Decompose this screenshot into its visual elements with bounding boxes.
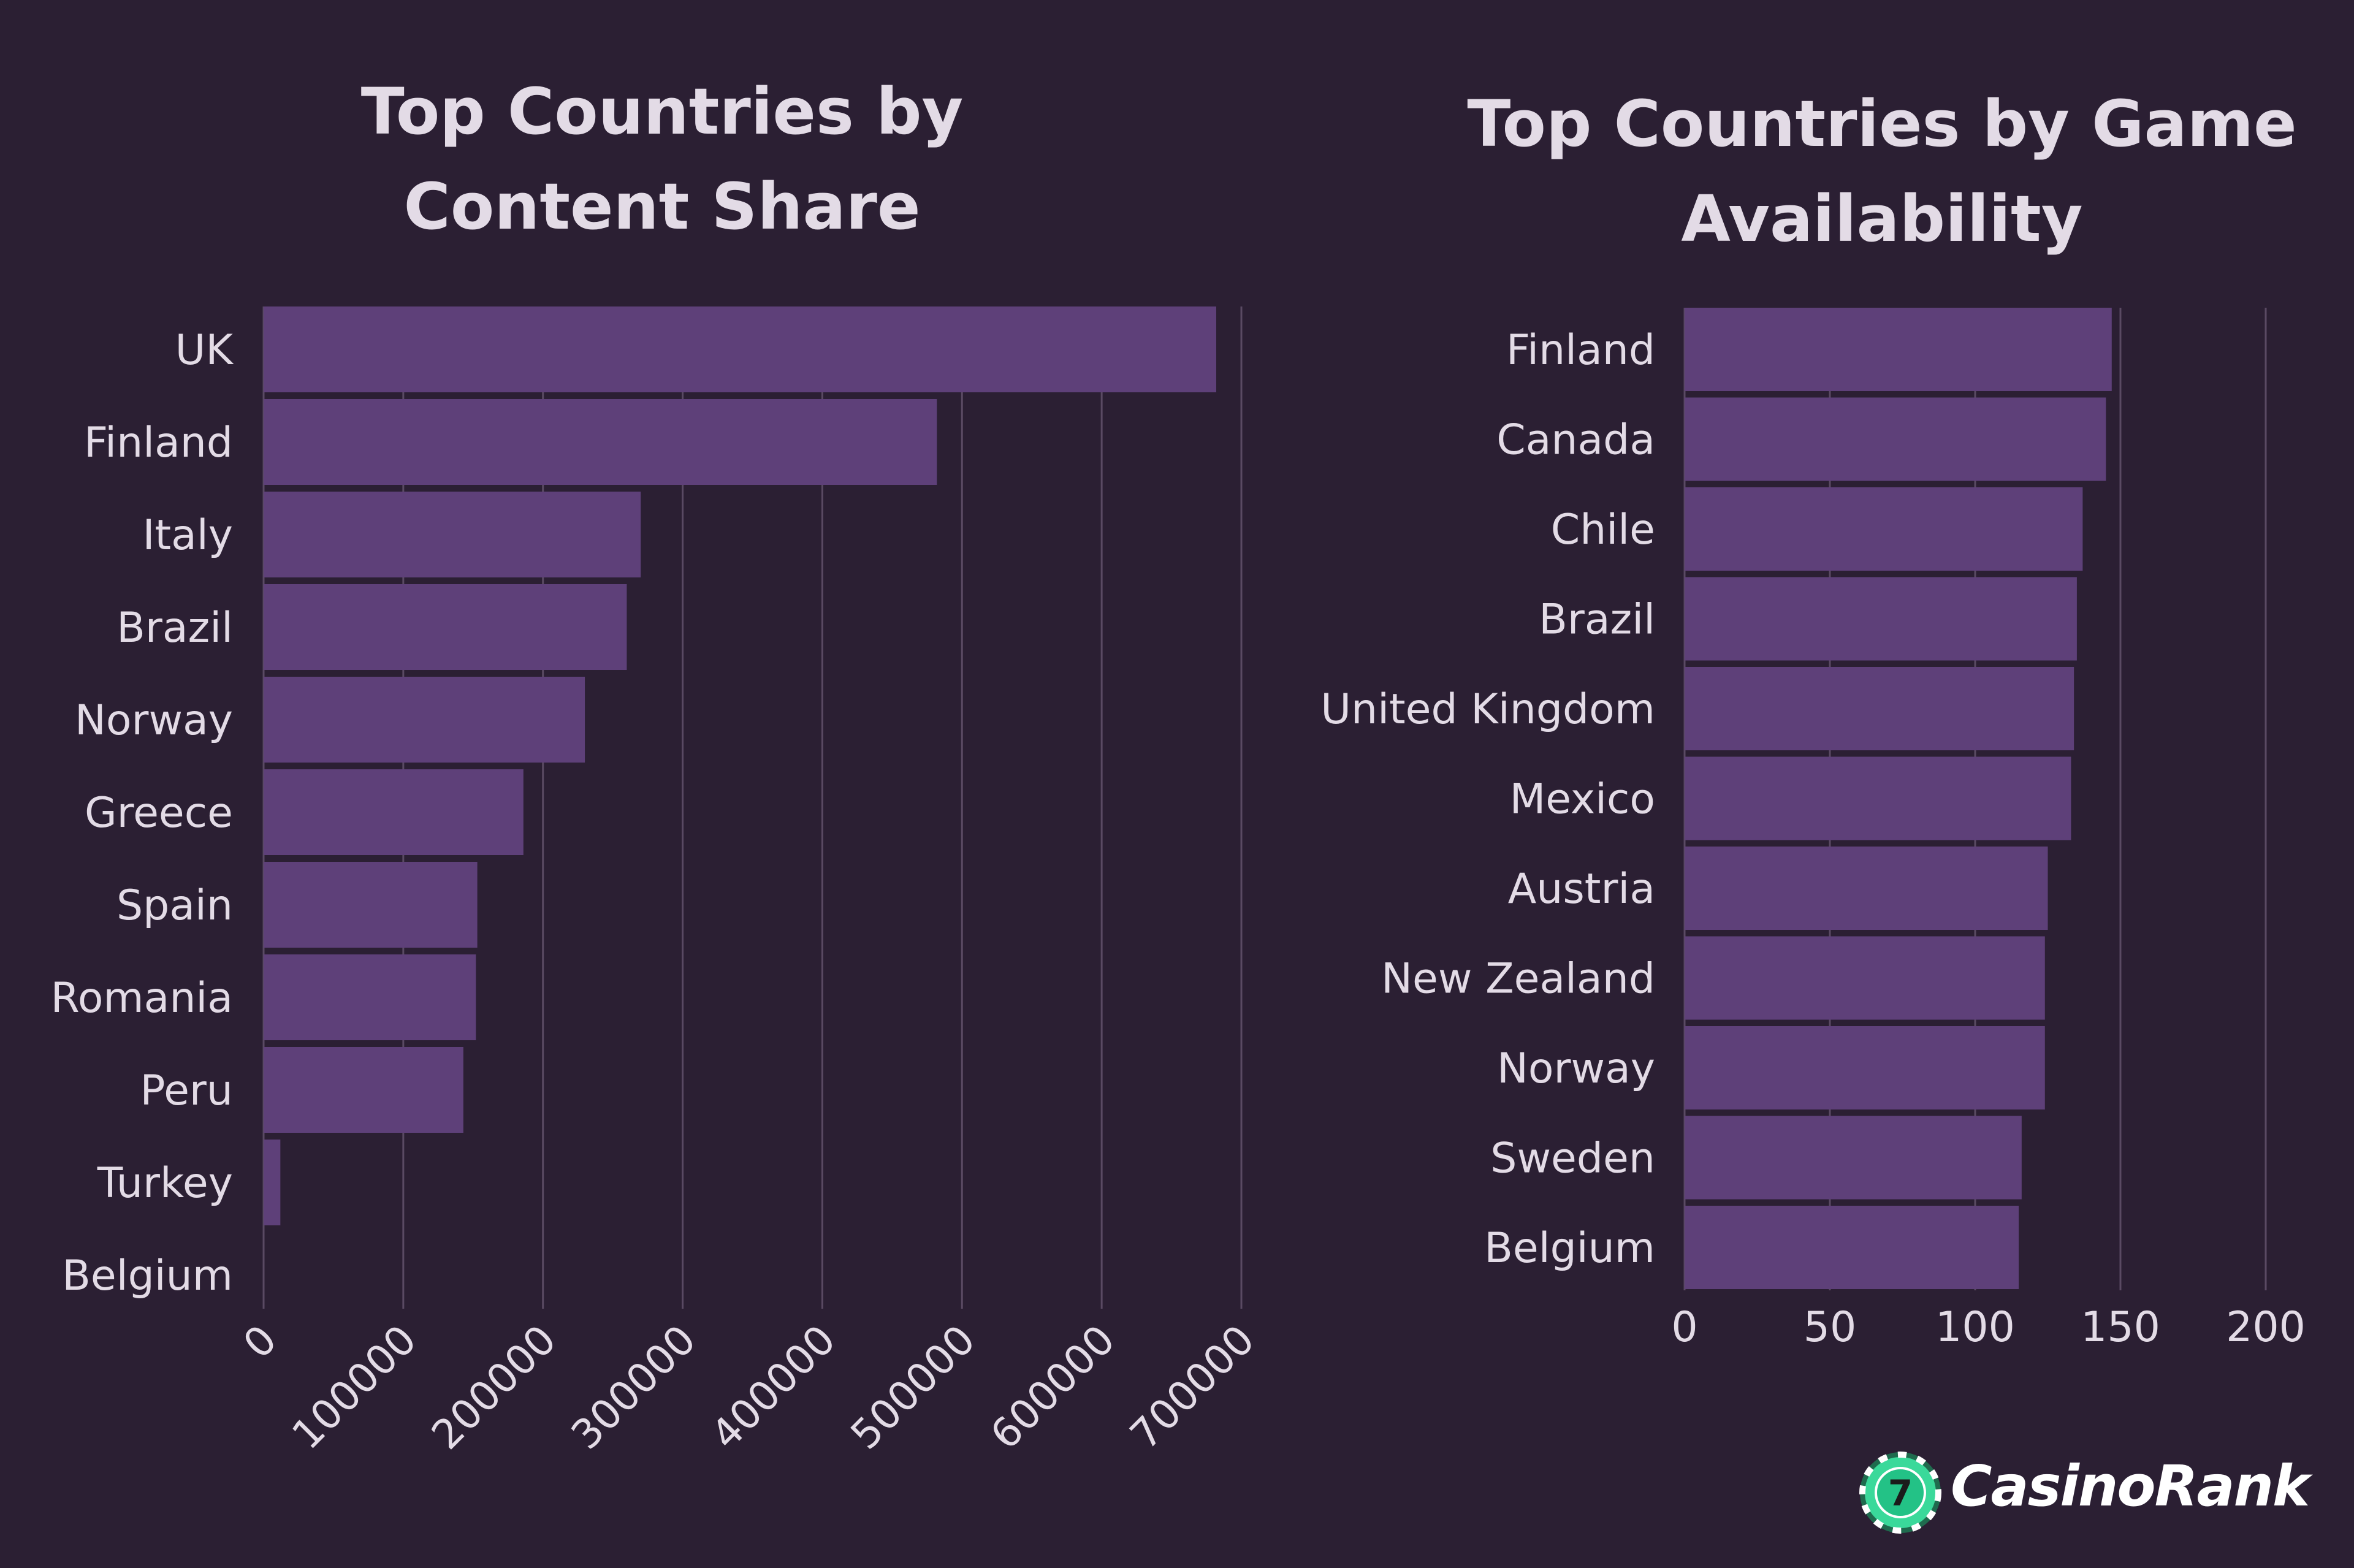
availability-plot: Finland Canada Chile Brazil United Kingdom Me… xyxy=(1320,308,2306,1352)
content-bar xyxy=(264,954,476,1040)
content-bar xyxy=(264,769,524,855)
content-bar xyxy=(264,1047,463,1133)
content-tick-label: 300000 xyxy=(562,1316,705,1459)
availability-bar xyxy=(1685,397,2106,481)
content-bar xyxy=(264,862,478,948)
content-bar xyxy=(264,584,627,670)
availability-bar xyxy=(1685,1026,2045,1109)
content-category-label: Norway xyxy=(75,696,233,745)
content-tick-label: 100000 xyxy=(283,1316,426,1459)
availability-bar xyxy=(1685,667,2074,750)
content-category-label: Greece xyxy=(85,789,233,837)
availability-category-label: Mexico xyxy=(1510,775,1655,824)
availability-tick-label: 50 xyxy=(1804,1303,1857,1352)
content-category-label: Turkey xyxy=(97,1159,233,1208)
content-category-label: Peru xyxy=(140,1067,233,1115)
availability-tick-label: 100 xyxy=(1935,1303,2015,1352)
availability-category-label: United Kingdom xyxy=(1320,685,1655,734)
availability-category-label: New Zealand xyxy=(1381,955,1655,1003)
availability-category-label: Canada xyxy=(1496,416,1655,465)
availability-bar xyxy=(1685,1206,2019,1289)
content-category-label: Spain xyxy=(116,881,233,930)
logo-text: CasinoRank xyxy=(1951,1453,2310,1519)
content-category-label: Italy xyxy=(142,511,233,560)
casino-chip-icon: 7 xyxy=(1859,1452,1941,1534)
content-bar xyxy=(264,492,641,577)
availability-tick-label: 150 xyxy=(2081,1303,2160,1352)
availability-bar xyxy=(1685,756,2071,840)
logo-chip-label: 7 xyxy=(1888,1472,1913,1514)
content-bar xyxy=(264,399,937,485)
casinorank-logo: 7 CasinoRank xyxy=(1857,1450,2323,1542)
content-tick-label: 700000 xyxy=(1121,1316,1264,1459)
content-bar xyxy=(264,306,1216,392)
content-tick-label: 400000 xyxy=(702,1316,845,1459)
content-tick-label: 200000 xyxy=(422,1316,565,1459)
availability-bar xyxy=(1685,577,2077,661)
content-category-label: Brazil xyxy=(116,604,233,652)
content-category-label: Belgium xyxy=(62,1252,233,1300)
availability-category-label: Belgium xyxy=(1484,1224,1655,1273)
availability-category-label: Finland xyxy=(1506,326,1655,375)
content-tick-label: 500000 xyxy=(842,1316,985,1459)
content-tick-label: 600000 xyxy=(981,1316,1124,1459)
content-tick-label: 0 xyxy=(234,1316,286,1368)
content-bar xyxy=(264,1140,281,1225)
availability-category-label: Brazil xyxy=(1539,596,1655,644)
availability-bar xyxy=(1685,847,2048,930)
availability-bar xyxy=(1685,936,2045,1020)
availability-bar xyxy=(1685,1116,2022,1200)
availability-tick-label: 200 xyxy=(2226,1303,2306,1352)
availability-category-label: Norway xyxy=(1497,1045,1655,1093)
chart-title-game-availability: Top Countries by Game Availability xyxy=(1467,86,2297,256)
availability-bar xyxy=(1685,308,2112,391)
availability-category-label: Chile xyxy=(1551,506,1655,554)
chart-title-content-share: Top Countries by Content Share xyxy=(360,74,964,244)
content-plot: UK Finland Italy Brazil Norway Greece Spain Rom… xyxy=(51,306,1264,1459)
content-category-label: Romania xyxy=(51,974,233,1022)
content-bar xyxy=(264,677,585,763)
availability-tick-label: 0 xyxy=(1671,1303,1697,1352)
availability-category-label: Austria xyxy=(1508,865,1655,913)
content-category-label: Finland xyxy=(84,419,233,467)
availability-bar xyxy=(1685,487,2083,571)
content-category-label: UK xyxy=(175,326,235,375)
availability-category-label: Sweden xyxy=(1490,1135,1655,1183)
